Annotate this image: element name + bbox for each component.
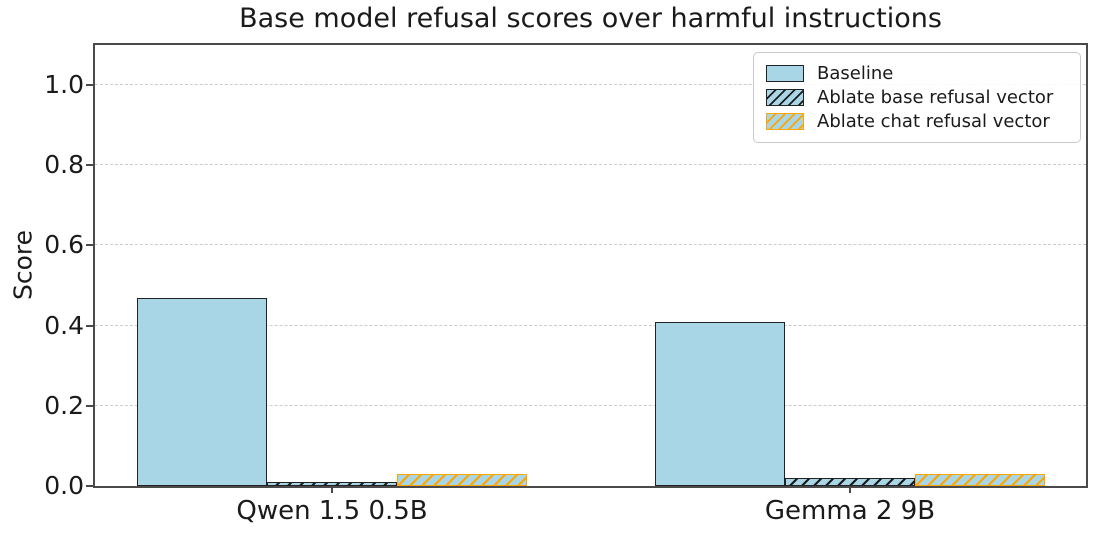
bar-gemma-2-9b-s1 bbox=[785, 477, 915, 486]
x-tick-label-1: Gemma 2 9B bbox=[764, 496, 936, 526]
bar-qwen-1-5-0-5b-s2 bbox=[397, 473, 527, 486]
x-tick-mark-1 bbox=[849, 486, 851, 493]
y-tick-mark-0.4 bbox=[86, 324, 93, 327]
legend-swatch-1 bbox=[766, 88, 804, 106]
legend-label-0: Baseline bbox=[817, 62, 894, 84]
y-tick-mark-0.8 bbox=[86, 164, 93, 167]
gridline-y-0.4 bbox=[95, 324, 1086, 326]
legend-label-1: Ablate base refusal vector bbox=[817, 86, 1054, 108]
y-tick-label-0.6: 0.6 bbox=[44, 230, 84, 260]
bar-gemma-2-9b-s2 bbox=[915, 473, 1045, 486]
bar-gemma-2-9b-s0 bbox=[655, 321, 785, 486]
chart-title: Base model refusal scores over harmful i… bbox=[239, 3, 942, 34]
gridline-y-0.2 bbox=[95, 404, 1086, 406]
y-tick-label-0.0: 0.0 bbox=[44, 471, 84, 500]
plot-inner bbox=[95, 45, 1086, 486]
legend-row-1: Ablate base refusal vector bbox=[766, 87, 1068, 108]
y-tick-label-0.2: 0.2 bbox=[44, 390, 84, 420]
legend-swatch-2 bbox=[766, 113, 804, 131]
x-tick-label-0: Qwen 1.5 0.5B bbox=[236, 496, 428, 526]
y-tick-mark-0.2 bbox=[86, 404, 93, 407]
y-tick-label-1.0: 1.0 bbox=[44, 70, 84, 100]
bar-qwen-1-5-0-5b-s1 bbox=[267, 482, 397, 486]
gridline-y-0.8 bbox=[95, 164, 1086, 166]
legend-swatch-0 bbox=[766, 64, 804, 82]
legend-row-2: Ablate chat refusal vector bbox=[766, 111, 1068, 132]
legend: Baseline Ablate base refusal vector Ablate… bbox=[753, 52, 1081, 143]
legend-label-2: Ablate chat refusal vector bbox=[817, 111, 1050, 133]
x-tick-mark-0 bbox=[331, 486, 333, 493]
gridline-y-1.0 bbox=[95, 84, 1086, 86]
legend-row-0: Baseline bbox=[766, 63, 1068, 84]
y-tick-mark-1.0 bbox=[86, 84, 93, 87]
y-tick-label-0.4: 0.4 bbox=[44, 310, 84, 340]
bar-qwen-1-5-0-5b-s0 bbox=[137, 297, 267, 486]
y-tick-mark-0.6 bbox=[86, 244, 93, 247]
y-tick-mark-0.0 bbox=[86, 485, 93, 487]
gridline-y-0.6 bbox=[95, 244, 1086, 246]
y-tick-label-0.8: 0.8 bbox=[44, 150, 84, 180]
